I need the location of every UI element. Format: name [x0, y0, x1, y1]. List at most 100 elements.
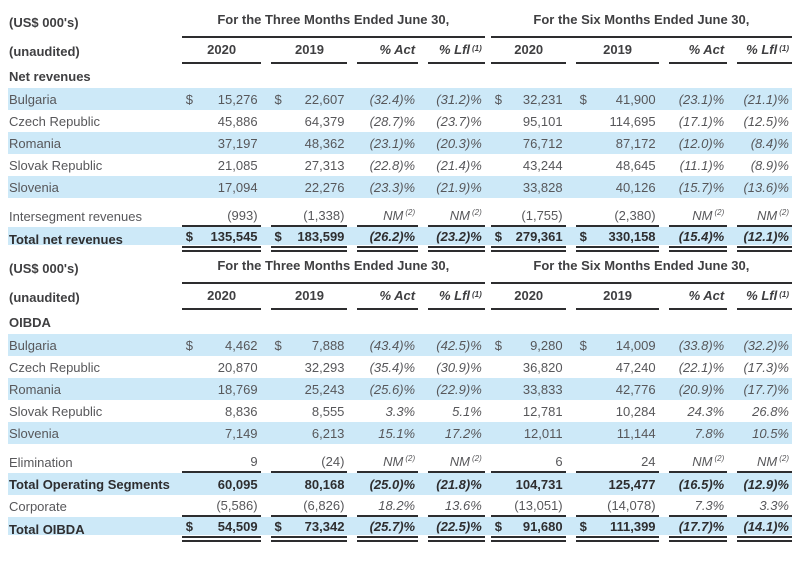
table-row: Total net revenues $135,545 $183,599 (26.2)…: [8, 227, 792, 252]
cell-inner: 104,731: [491, 473, 566, 495]
data-cell: (17.3)%: [727, 356, 792, 378]
cell-inner: (12.1)%: [737, 227, 792, 252]
data-cell: 5.1%: [418, 400, 485, 422]
cell-inner: $54,509: [181, 517, 261, 542]
cell-value: (15.4)%: [678, 229, 725, 244]
column-header-text: 2020: [207, 41, 237, 57]
cell-value: 22,276: [304, 179, 345, 195]
cell-value-wrap: 15.1%: [378, 426, 415, 441]
data-cell: (26.2)%: [347, 227, 419, 252]
data-cell: (12.9)%: [727, 473, 792, 495]
cell-value: (993): [227, 207, 258, 223]
cell-inner: (1,755): [490, 205, 566, 227]
cell-inner: $279,361: [490, 227, 566, 252]
data-cell: (33.8)%: [658, 334, 728, 356]
cell-value: (25.6)%: [369, 381, 416, 397]
column-header-underline: 2019: [270, 38, 348, 64]
data-cell: 15.1%: [347, 422, 419, 444]
currency-symbol: $: [494, 337, 503, 353]
cell-value: (26.2)%: [369, 229, 416, 244]
data-cell: (43.4)%: [347, 334, 419, 356]
cell-inner: (2,380): [575, 205, 659, 227]
cell-value-wrap: 12,781: [523, 404, 563, 419]
cell-inner: (6,826): [270, 495, 348, 517]
data-cell: $54,509: [179, 517, 261, 542]
cell-inner: 27,313: [271, 154, 348, 176]
cell-inner: $22,607: [271, 88, 348, 110]
data-cell: (21.1)%: [727, 88, 792, 110]
cell-value: 18.2%: [378, 497, 416, 513]
data-cell: 76,712: [484, 132, 566, 154]
cell-value-wrap: 80,168: [305, 477, 345, 492]
cell-value: 114,695: [609, 113, 656, 129]
cell-inner: NM (2): [668, 451, 728, 473]
cell-value: 80,168: [304, 476, 345, 492]
cell-value: (12.5)%: [743, 113, 789, 129]
data-cell: $183,599: [260, 227, 348, 252]
cell-value: (21.9)%: [436, 179, 482, 195]
cell-value-wrap: 25,243: [305, 382, 345, 397]
data-cell: NM (2): [727, 205, 792, 227]
cell-value: (22.9)%: [436, 381, 482, 397]
cell-inner: (23.1)%: [669, 88, 728, 110]
data-cell: (21.4)%: [418, 154, 485, 176]
cell-value-wrap: (25.7)%: [370, 519, 416, 534]
data-cell: 6,213: [260, 422, 348, 444]
cell-inner: 24: [575, 451, 659, 473]
cell-value: 32,231: [522, 91, 563, 107]
data-cell: $9,280: [484, 334, 566, 356]
cell-value: 54,509: [217, 519, 258, 534]
empty-cell: [180, 64, 261, 88]
table-row: Bulgaria $15,276 $22,607 (32.4)% (31.2)% $32,…: [8, 88, 792, 110]
cell-inner: 80,168: [271, 473, 348, 495]
data-cell: $7,888: [260, 334, 348, 356]
cell-inner: (32.2)%: [737, 334, 792, 356]
cell-inner: $41,900: [576, 88, 659, 110]
cell-value: 26.8%: [752, 403, 789, 419]
cell-value: (16.5)%: [678, 476, 725, 492]
cell-value: (25.0)%: [369, 476, 416, 492]
spacer-cell: [8, 444, 792, 451]
cell-value-wrap: 3.3%: [759, 498, 789, 513]
row-label: Slovak Republic: [9, 403, 103, 419]
unaudited-label: (unaudited): [9, 43, 80, 59]
cell-value: 14,009: [615, 337, 656, 353]
cell-value: (12.0)%: [678, 135, 725, 151]
column-header-underline: 2020: [490, 38, 566, 64]
cell-value: 15,276: [217, 91, 258, 107]
cell-inner: 24.3%: [669, 400, 728, 422]
data-cell: (32.2)%: [727, 334, 792, 356]
table-row: Corporate (5,586) (6,826) 18.2% 13.6% (13,051…: [8, 495, 792, 517]
cell-inner: (14.1)%: [737, 517, 792, 542]
cell-value: (8.4)%: [750, 135, 789, 151]
cell-inner: (25.0)%: [357, 473, 418, 495]
footnote-marker: (2): [714, 207, 725, 217]
cell-value-wrap: (26.2)%: [370, 229, 416, 244]
data-cell: (31.2)%: [418, 88, 485, 110]
data-cell: (22.5)%: [418, 517, 485, 542]
column-header-text: 2019: [295, 287, 324, 303]
cell-value-wrap: 13.6%: [445, 498, 482, 513]
data-cell: 3.3%: [727, 495, 792, 517]
cell-inner: $183,599: [270, 227, 348, 252]
cell-value: (22.5)%: [436, 519, 482, 534]
period-header-text: For the Three Months Ended June 30,: [217, 12, 450, 27]
cell-inner: 114,695: [576, 110, 659, 132]
data-cell: (17.7)%: [727, 378, 792, 400]
cell-inner: 32,293: [271, 356, 348, 378]
column-header-underline: 2020: [181, 284, 261, 310]
row-label: Slovak Republic: [9, 157, 103, 173]
data-cell: 48,645: [566, 154, 659, 176]
cell-inner: $9,280: [491, 334, 566, 356]
cell-inner: (21.8)%: [428, 473, 485, 495]
cell-value-wrap: 64,379: [305, 114, 345, 129]
section-label-row: Net revenues: [8, 64, 792, 88]
cell-inner: 40,126: [576, 176, 659, 198]
data-cell: 11,144: [565, 422, 659, 444]
cell-inner: (23.7)%: [428, 110, 485, 132]
cell-inner: NM (2): [357, 205, 419, 227]
cell-value-wrap: (43.4)%: [370, 338, 416, 353]
column-header-act: % Act: [659, 284, 728, 310]
cell-inner: (15.4)%: [668, 227, 728, 252]
cell-value-wrap: 330,158: [609, 229, 656, 244]
